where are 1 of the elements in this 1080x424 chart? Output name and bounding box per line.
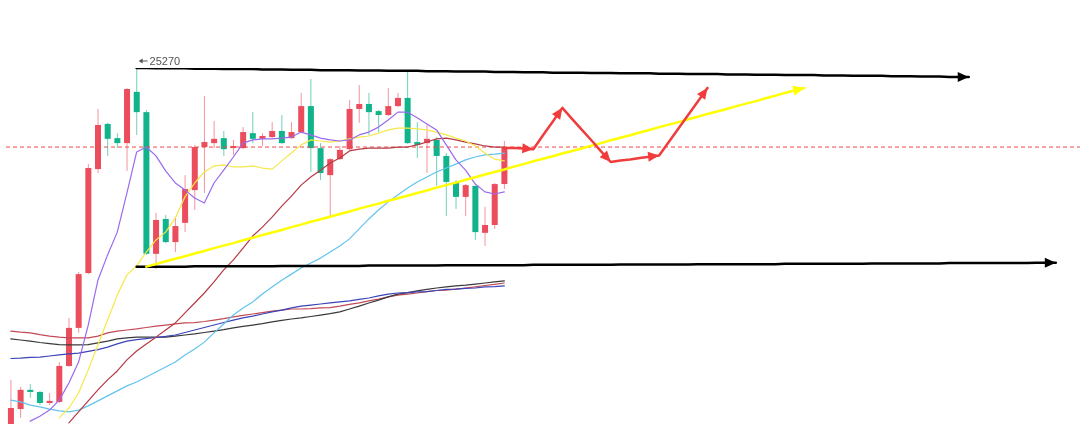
annotation: 25270 bbox=[149, 54, 181, 67]
